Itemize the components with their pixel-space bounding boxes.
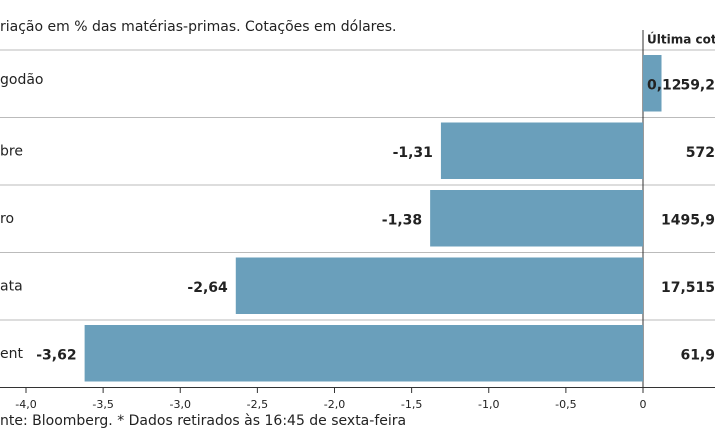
value-label: -1,38 <box>382 212 422 228</box>
x-tick-label: 0 <box>640 398 647 411</box>
bar <box>643 55 662 112</box>
x-tick-label: -2,5 <box>247 398 268 411</box>
bar <box>440 122 643 179</box>
value-label: 0,12 <box>647 77 682 93</box>
quote-value: 1495,9 <box>661 212 715 228</box>
bar <box>84 325 644 382</box>
chart-title: riação em % das matérias-primas. Cotaçõe… <box>0 19 396 35</box>
category-label: ata <box>0 278 23 294</box>
value-label: -3,62 <box>36 347 76 363</box>
quote-header: Última cota <box>647 32 715 47</box>
x-tick-label: -3,5 <box>92 398 113 411</box>
source: nte: Bloomberg. * Dados retirados às 16:… <box>0 413 406 429</box>
x-tick-label: -4,0 <box>15 398 36 411</box>
bar <box>430 190 643 247</box>
quote-value: 61,9 <box>680 347 715 363</box>
quote-value: 572 <box>686 145 715 161</box>
x-tick-label: -1,5 <box>401 398 422 411</box>
category-label: bre <box>0 143 23 159</box>
category-label: ro <box>0 211 14 227</box>
x-tick-label: -3,0 <box>170 398 191 411</box>
quote-value: 59,2 <box>680 77 715 93</box>
x-tick-label: -1,0 <box>478 398 499 411</box>
x-tick-label: -0,5 <box>555 398 576 411</box>
category-label: ent <box>0 346 23 362</box>
x-tick-label: -2,0 <box>324 398 345 411</box>
bar <box>235 257 643 314</box>
category-label: godão <box>0 72 43 88</box>
value-label: -1,31 <box>393 145 433 161</box>
quote-value: 17,515 <box>661 280 715 296</box>
value-label: -2,64 <box>187 280 228 296</box>
